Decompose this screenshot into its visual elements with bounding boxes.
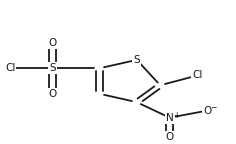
Text: −: − [211, 104, 217, 113]
Text: Cl: Cl [193, 70, 203, 80]
Text: O: O [48, 89, 56, 99]
Text: O: O [203, 106, 211, 116]
Text: S: S [49, 63, 56, 73]
Text: +: + [173, 111, 179, 120]
Text: O: O [48, 38, 56, 48]
Text: O: O [165, 132, 174, 142]
Text: N: N [166, 113, 173, 123]
Text: Cl: Cl [5, 63, 15, 73]
Text: S: S [133, 55, 140, 65]
